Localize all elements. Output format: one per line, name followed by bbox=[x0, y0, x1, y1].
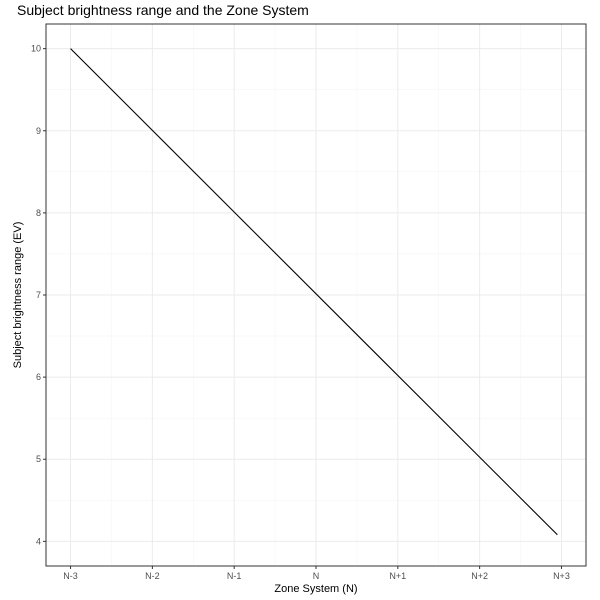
series-line bbox=[70, 48, 558, 536]
y-tick-label: 9 bbox=[36, 126, 41, 136]
y-tick-label: 4 bbox=[36, 536, 41, 546]
x-tick-label: N-2 bbox=[145, 571, 160, 581]
y-tick-label: 5 bbox=[36, 454, 41, 464]
x-tick-label: N-3 bbox=[63, 571, 78, 581]
y-axis-title: Subject brightness range (EV) bbox=[12, 222, 24, 369]
x-tick-label: N+3 bbox=[553, 571, 570, 581]
x-axis-title: Zone System (N) bbox=[274, 583, 357, 595]
y-tick-label: 8 bbox=[36, 208, 41, 218]
x-tick-label: N bbox=[313, 571, 320, 581]
y-tick-label: 7 bbox=[36, 290, 41, 300]
x-tick-label: N+1 bbox=[389, 571, 406, 581]
chart-title: Subject brightness range and the Zone Sy… bbox=[17, 2, 309, 18]
y-tick-label: 10 bbox=[31, 44, 41, 54]
x-tick-label: N+2 bbox=[471, 571, 488, 581]
plot-area: N-3 N-2 N-1 N N+1 N+2 N+3 4 5 6 7 8 9 10 bbox=[31, 23, 587, 581]
y-tick-label: 6 bbox=[36, 372, 41, 382]
x-tick-label: N-1 bbox=[227, 571, 242, 581]
